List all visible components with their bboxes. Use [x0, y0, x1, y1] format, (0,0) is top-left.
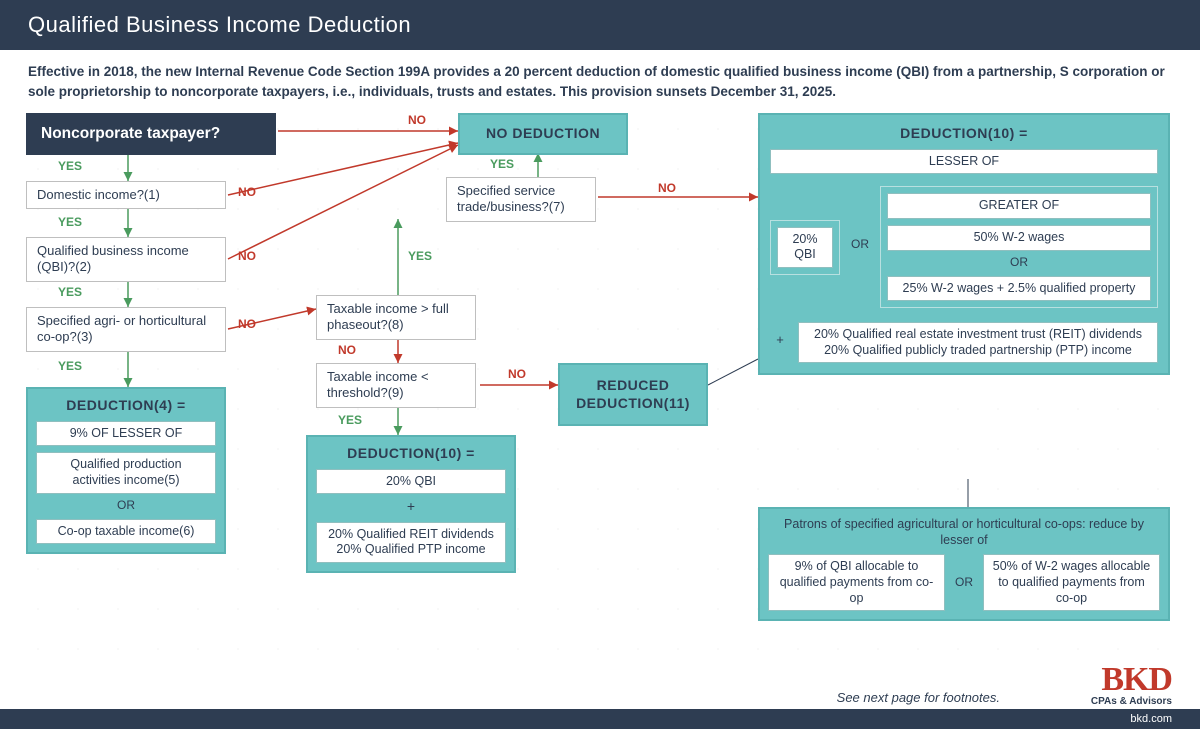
d10b-or2: OR	[887, 255, 1151, 270]
label-yes: YES	[408, 249, 432, 263]
page-title: Qualified Business Income Deduction	[0, 0, 1200, 50]
node-deduction4: DEDUCTION(4) = 9% OF LESSER OF Qualified…	[26, 387, 226, 554]
patrons-or: OR	[951, 575, 977, 590]
node-domestic: Domestic income?(1)	[26, 181, 226, 209]
footer-url: bkd.com	[0, 709, 1200, 729]
label-yes: YES	[338, 413, 362, 427]
d10b-qbi20: 20% QBI	[777, 227, 833, 268]
see-next-footnote: See next page for footnotes.	[837, 690, 1000, 705]
node-coop: Specified agri- or horticultural co-op?(…	[26, 307, 226, 352]
patrons-b: 50% of W-2 wages allocable to qualified …	[983, 554, 1160, 611]
d10b-plus: +	[770, 332, 790, 348]
deduction4-a: Qualified production activities income(5…	[36, 452, 216, 493]
d10b-or1: OR	[848, 237, 872, 252]
node-deduction10b: DEDUCTION(10) = LESSER OF 20% QBI OR GRE…	[758, 113, 1170, 375]
node-reduced: REDUCED DEDUCTION(11)	[558, 363, 708, 426]
d10b-greater: GREATER OF	[887, 193, 1151, 219]
label-no: NO	[238, 185, 256, 199]
no-deduction-text: NO DEDUCTION	[470, 125, 616, 143]
node-no-deduction: NO DEDUCTION	[458, 113, 628, 155]
label-no: NO	[238, 249, 256, 263]
logo-text: BKD	[1091, 665, 1172, 696]
node-deduction10a: DEDUCTION(10) = 20% QBI + 20% Qualified …	[306, 435, 516, 573]
deduction4-title: DEDUCTION(4) =	[36, 397, 216, 415]
d10b-w50: 50% W-2 wages	[887, 225, 1151, 251]
d10b-reit: 20% Qualified real estate investment tru…	[798, 322, 1158, 363]
label-no: NO	[658, 181, 676, 195]
d10b-lesser: LESSER OF	[770, 149, 1158, 175]
label-yes: YES	[58, 285, 82, 299]
deduction4-or: OR	[36, 498, 216, 513]
deduction4-sub: 9% OF LESSER OF	[36, 421, 216, 447]
d10a-title: DEDUCTION(10) =	[316, 445, 506, 463]
label-yes: YES	[490, 157, 514, 171]
label-no: NO	[408, 113, 426, 127]
d10a-a: 20% QBI	[316, 469, 506, 495]
label-no: NO	[238, 317, 256, 331]
deduction4-b: Co-op taxable income(6)	[36, 519, 216, 545]
label-yes: YES	[58, 359, 82, 373]
label-yes: YES	[58, 215, 82, 229]
node-phaseout: Taxable income > full phaseout?(8)	[316, 295, 476, 340]
node-patrons: Patrons of specified agricultural or hor…	[758, 507, 1170, 621]
d10b-w25: 25% W-2 wages + 2.5% qualified property	[887, 276, 1151, 302]
node-qbi: Qualified business income (QBI)?(2)	[26, 237, 226, 282]
reduced-text: REDUCED DEDUCTION(11)	[572, 377, 694, 412]
node-start: Noncorporate taxpayer?	[26, 113, 276, 154]
intro-text: Effective in 2018, the new Internal Reve…	[0, 50, 1200, 109]
flowchart-canvas: Noncorporate taxpayer? YES Domestic inco…	[18, 109, 1182, 669]
patrons-title: Patrons of specified agricultural or hor…	[768, 517, 1160, 548]
d10a-b: 20% Qualified REIT dividends 20% Qualifi…	[316, 522, 506, 563]
label-yes: YES	[58, 159, 82, 173]
d10a-plus: +	[316, 498, 506, 516]
node-threshold: Taxable income < threshold?(9)	[316, 363, 476, 408]
label-no: NO	[508, 367, 526, 381]
logo-sub: CPAs & Advisors	[1091, 696, 1172, 707]
brand-logo: BKD CPAs & Advisors	[1091, 665, 1172, 707]
d10b-title: DEDUCTION(10) =	[770, 125, 1158, 143]
patrons-a: 9% of QBI allocable to qualified payment…	[768, 554, 945, 611]
label-no: NO	[338, 343, 356, 357]
node-sstb: Specified service trade/business?(7)	[446, 177, 596, 222]
